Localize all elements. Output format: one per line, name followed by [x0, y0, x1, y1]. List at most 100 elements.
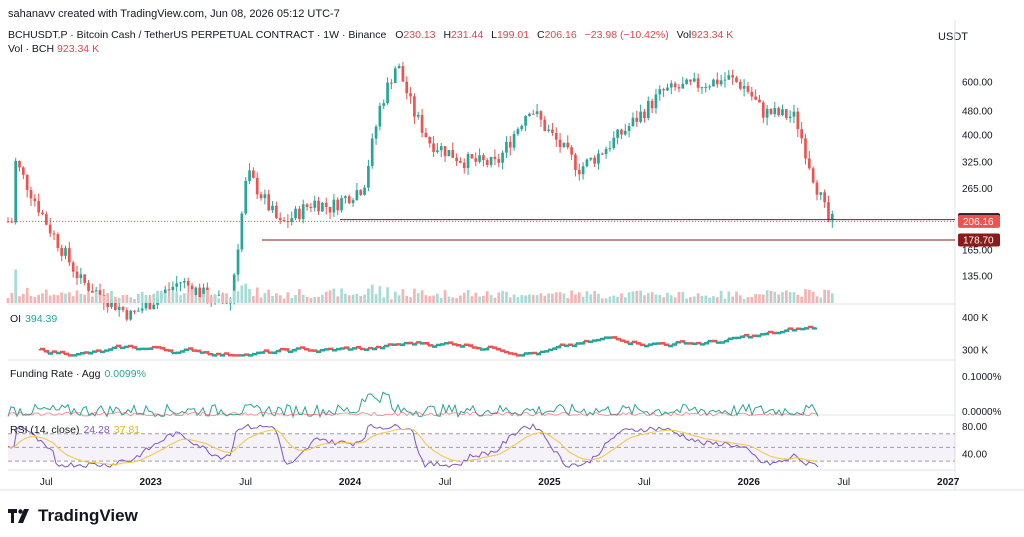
candle	[240, 213, 244, 250]
price-tag	[958, 214, 1000, 228]
volume-bar	[167, 296, 171, 303]
volume-bar	[512, 294, 516, 303]
volume-bar	[275, 293, 278, 303]
oi-step	[720, 341, 726, 344]
symbol-name[interactable]: BCHUSDT.P · Bitcoin Cash / TetherUS PERP…	[8, 29, 387, 41]
volume-bar	[393, 291, 397, 303]
volume-bar	[738, 295, 742, 303]
candle	[474, 158, 478, 162]
candle	[505, 141, 508, 153]
volume-bar	[424, 295, 428, 303]
candle	[259, 194, 263, 199]
volume-bar	[83, 294, 87, 303]
funding-legend[interactable]: Funding Rate · Agg 0.0099%	[10, 368, 146, 380]
candle	[482, 155, 485, 161]
volume-bar	[317, 296, 320, 303]
candle	[202, 287, 205, 298]
volume-bar	[301, 294, 305, 303]
candle	[804, 138, 807, 159]
candle	[179, 282, 182, 284]
candle	[37, 201, 41, 213]
oi-step	[128, 344, 134, 348]
volume-bar	[558, 292, 562, 303]
candle	[685, 79, 688, 84]
candle	[696, 78, 700, 88]
candle	[788, 116, 792, 119]
volume-bar	[221, 294, 225, 303]
candle	[827, 202, 830, 221]
oi-step	[100, 350, 106, 354]
candle	[217, 294, 221, 296]
oi-step	[508, 352, 514, 355]
candle	[282, 219, 286, 222]
volume-bar	[470, 296, 474, 303]
oi-step	[248, 354, 254, 357]
price-axis-unit[interactable]: USDT	[938, 31, 968, 43]
candle	[585, 159, 589, 167]
candle	[48, 224, 52, 234]
candle	[593, 157, 596, 164]
candle	[386, 82, 389, 104]
volume-bar	[21, 293, 25, 303]
volume-bar	[443, 290, 447, 303]
candle	[56, 234, 60, 248]
oi-step	[532, 351, 538, 355]
candle	[332, 199, 336, 213]
volume-bar	[10, 292, 14, 303]
oi-step	[156, 346, 162, 349]
volume-bar	[305, 296, 309, 303]
volume-bar	[658, 295, 662, 303]
oi-step	[216, 352, 222, 356]
candle	[294, 208, 297, 219]
volume-bar	[248, 289, 251, 303]
candle	[501, 152, 504, 163]
tradingview-brand[interactable]: TradingView	[8, 506, 138, 526]
volume-bar	[620, 293, 623, 303]
volume-bar	[823, 289, 826, 303]
candle	[244, 180, 248, 214]
candle	[551, 129, 554, 134]
tradingview-logo-icon	[8, 509, 29, 523]
volume-bar	[520, 295, 524, 303]
volume-bar	[612, 295, 616, 303]
volume-bar	[52, 294, 56, 303]
candles-group	[6, 61, 834, 322]
volume-bar	[819, 297, 823, 303]
candle	[428, 136, 432, 144]
volume-bar	[577, 292, 581, 303]
oi-step	[276, 349, 282, 353]
volume-legend[interactable]: Vol · BCH 923.34 K	[8, 43, 99, 55]
volume-bar	[669, 295, 673, 303]
ohlc-change: −23.98 (−10.42%)	[584, 29, 669, 41]
candle	[183, 281, 186, 283]
oi-legend[interactable]: OI 394.39	[10, 313, 57, 325]
volume-bar	[56, 295, 60, 303]
candle	[252, 170, 255, 178]
volume-bar	[704, 295, 708, 303]
volume-bar	[746, 297, 750, 303]
oi-step	[104, 349, 110, 352]
candle	[466, 154, 470, 169]
oi-step	[160, 346, 166, 351]
volume-bar	[160, 291, 163, 303]
candle	[355, 190, 359, 201]
candle	[604, 148, 608, 155]
volume-bar	[539, 293, 543, 303]
oi-step	[328, 347, 334, 351]
oi-step	[544, 349, 550, 353]
candle	[528, 113, 531, 117]
oi-step	[804, 327, 810, 330]
volume-bar	[501, 290, 504, 303]
candle	[163, 289, 167, 295]
candle	[75, 271, 79, 279]
candle	[777, 108, 780, 116]
oi-step	[180, 349, 186, 353]
rsi-ma-value: 37.81	[113, 424, 141, 436]
candle	[800, 129, 803, 139]
candle	[658, 89, 662, 95]
oi-step	[184, 348, 190, 351]
volume-bar	[68, 292, 71, 303]
rsi-legend[interactable]: RSI (14, close) 24.28 37.81	[10, 424, 140, 436]
candle	[738, 81, 742, 89]
